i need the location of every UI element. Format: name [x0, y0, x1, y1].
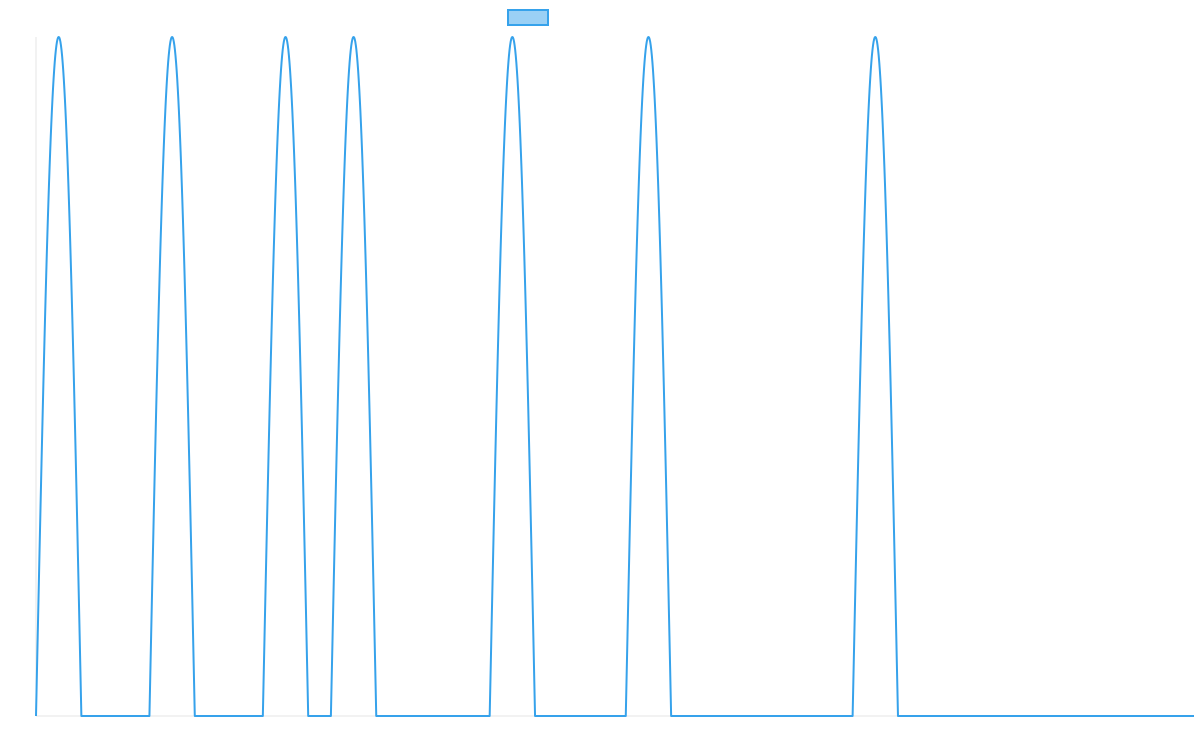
legend[interactable]: [507, 9, 549, 26]
peak-point-2[interactable]: [283, 34, 289, 40]
peak-point-4[interactable]: [509, 34, 515, 40]
peak-point-6[interactable]: [872, 34, 878, 40]
peak-point-1[interactable]: [169, 34, 175, 40]
series-line-0: [35, 36, 1195, 717]
series-layer: [35, 34, 1195, 717]
legend-swatch[interactable]: [507, 9, 549, 26]
peak-point-0[interactable]: [56, 34, 62, 40]
peak-point-5[interactable]: [645, 34, 651, 40]
peak-point-3[interactable]: [351, 34, 357, 40]
